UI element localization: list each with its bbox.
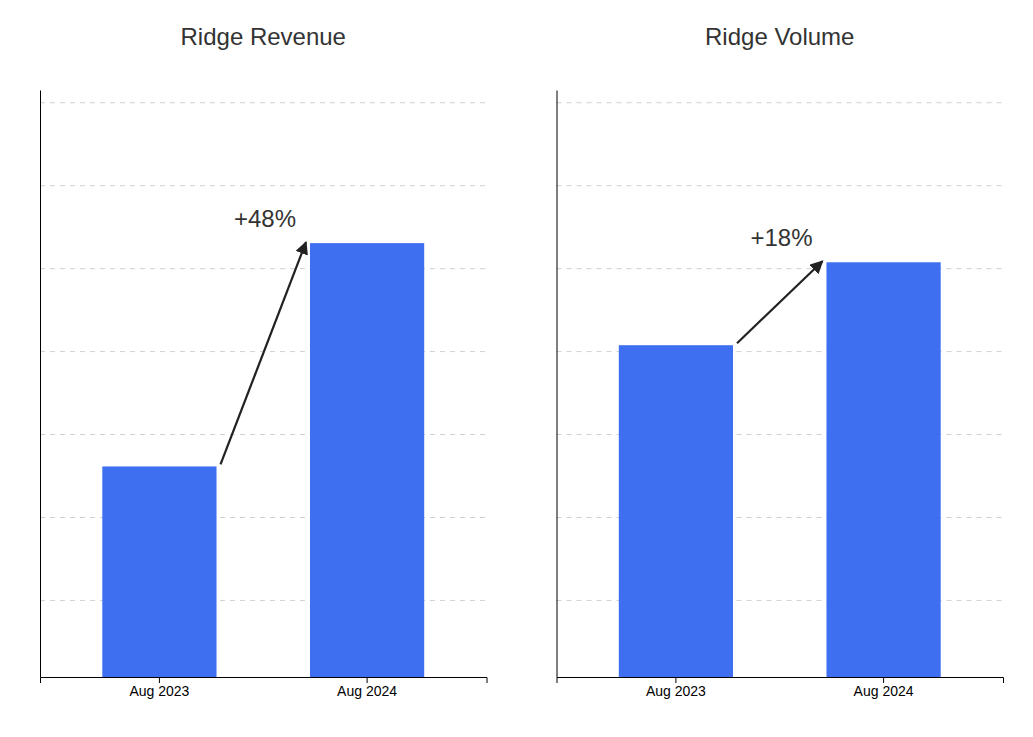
change-arrow: [221, 242, 306, 464]
chart-canvas: Aug 2023Aug 2024Ridge Revenue+48%Aug 202…: [0, 0, 1033, 737]
x-tick-label: Aug 2023: [646, 683, 706, 699]
chart-title: Ridge Revenue: [181, 23, 346, 50]
y-axis-line: [557, 91, 558, 678]
x-tick-label: Aug 2024: [337, 683, 397, 699]
grid-line: [40, 102, 487, 103]
bars: [102, 243, 424, 677]
x-tick: Aug 2023: [129, 677, 189, 699]
x-axis: Aug 2023 Aug 2024: [41, 677, 488, 699]
grid-line: [557, 102, 1004, 103]
change-arrow: [737, 261, 822, 343]
annotation: +48%: [234, 205, 296, 232]
annotation: +18%: [750, 224, 812, 251]
y-axis: [40, 91, 41, 678]
grid-line: [40, 185, 487, 186]
bar: [102, 466, 216, 677]
y-axis-line: [40, 91, 41, 678]
x-tick: Aug 2023: [646, 677, 706, 699]
panel: Aug 2023 Aug 2024 Ridge Volume +18%: [557, 23, 1004, 699]
x-axis-line: [41, 678, 488, 684]
panel: Aug 2023 Aug 2024 Ridge Revenue +48%: [40, 23, 487, 699]
chart-title: Ridge Volume: [705, 23, 854, 50]
x-axis-line: [557, 678, 1004, 684]
grid-line: [557, 185, 1004, 186]
x-tick-label: Aug 2023: [129, 683, 189, 699]
bar: [310, 243, 424, 677]
bar: [826, 262, 940, 677]
x-tick: Aug 2024: [854, 677, 914, 699]
x-axis: Aug 2023 Aug 2024: [557, 677, 1004, 699]
x-tick: Aug 2024: [337, 677, 397, 699]
bar: [619, 345, 733, 677]
bars: [619, 262, 941, 677]
x-tick-label: Aug 2024: [854, 683, 914, 699]
y-axis: [557, 91, 558, 678]
